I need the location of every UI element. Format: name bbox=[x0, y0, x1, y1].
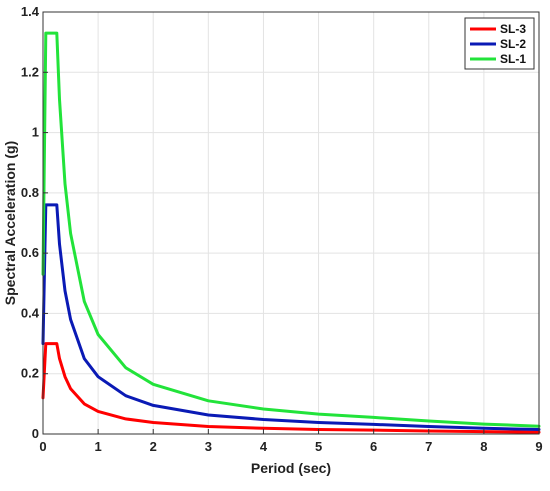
series-line-sl-3 bbox=[41, 342, 541, 434]
y-tick-label: 0.8 bbox=[21, 185, 39, 200]
x-tick-label: 8 bbox=[480, 439, 487, 454]
legend-label-sl-1: SL-1 bbox=[500, 52, 526, 66]
plot-frame bbox=[42, 11, 540, 435]
y-tick-label: 0 bbox=[32, 426, 39, 441]
x-tick-label: 5 bbox=[315, 439, 322, 454]
x-tick-label: 7 bbox=[425, 439, 432, 454]
y-tick-label: 1 bbox=[32, 125, 39, 140]
legend-label-sl-3: SL-3 bbox=[500, 22, 526, 36]
x-axis-label: Period (sec) bbox=[251, 460, 331, 476]
x-tick-label: 9 bbox=[535, 439, 542, 454]
y-axis-label: Spectral Acceleration (g) bbox=[2, 141, 18, 305]
x-tick-label: 6 bbox=[370, 439, 377, 454]
y-tick-label: 0.4 bbox=[21, 305, 40, 320]
x-tick-label: 2 bbox=[150, 439, 157, 454]
legend-label-sl-2: SL-2 bbox=[500, 37, 526, 51]
plot-background bbox=[43, 12, 539, 434]
series-line-sl-2 bbox=[41, 203, 541, 431]
y-tick-label: 1.2 bbox=[21, 64, 39, 79]
grid bbox=[43, 12, 539, 434]
x-tick-label: 1 bbox=[94, 439, 101, 454]
y-tick-label: 1.4 bbox=[21, 4, 40, 19]
y-tick-label: 0.2 bbox=[21, 366, 39, 381]
x-tick-label: 4 bbox=[260, 439, 268, 454]
y-tick-label: 0.6 bbox=[21, 245, 39, 260]
legend: SL-3SL-2SL-1 bbox=[464, 17, 535, 70]
x-tick-label: 0 bbox=[39, 439, 46, 454]
x-tick-label: 3 bbox=[205, 439, 212, 454]
tick-labels: 0 1 2 3 4 5 6 7 8 9 0 0.2 0.4 0.6 0.8 1 1.2 1.4 bbox=[21, 4, 543, 454]
series-line-sl-1 bbox=[41, 31, 541, 428]
series-layer bbox=[41, 31, 541, 434]
